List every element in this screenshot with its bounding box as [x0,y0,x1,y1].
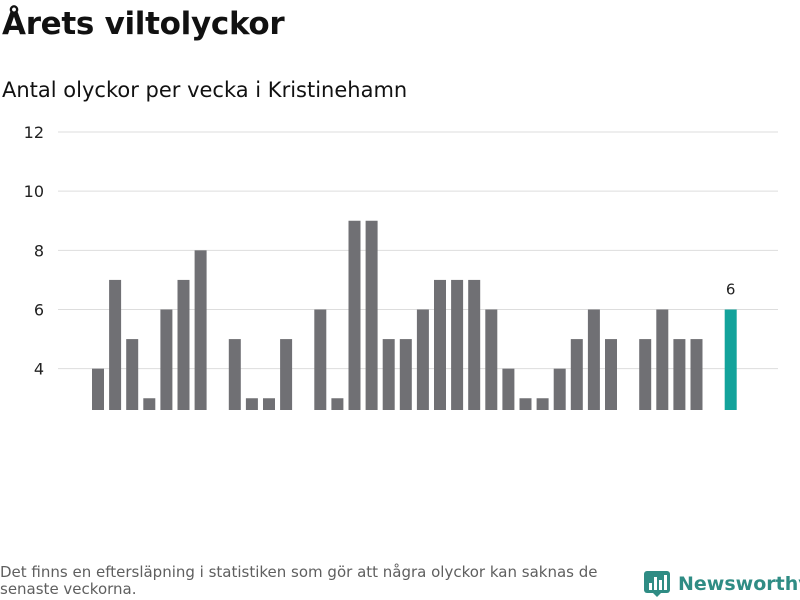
bar [348,220,361,410]
bar [263,398,275,410]
bar [673,339,686,410]
bar [587,309,600,410]
bar [126,339,139,410]
chart-subtitle: Antal olyckor per vecka i Kristinehamn [2,78,408,102]
bar [570,339,583,410]
bar [177,279,190,410]
bar [245,398,258,410]
bar [109,279,122,410]
y-tick-label: 8 [34,241,44,260]
bar [228,339,241,410]
bar-chart: 0246810126jan.feb.marsapr.majjunijuliaug… [24,123,778,410]
bar [451,279,464,410]
bar [382,339,395,410]
y-tick-label: 4 [34,360,44,379]
bar [314,309,327,410]
data-label: 6 [726,281,736,299]
bar [519,398,532,410]
bar [331,398,344,410]
chart-title: Årets viltolyckor [2,6,285,42]
bar [434,279,446,410]
y-tick-label: 12 [24,123,44,142]
bar [468,279,481,410]
y-tick-label: 10 [24,182,44,201]
brand-logo[interactable]: Newsworthy [644,568,800,600]
bar [502,368,515,410]
bar [656,309,669,410]
bar [365,220,378,410]
highlighted-bar [724,309,737,410]
footnote: Det finns en eftersläpning i statistiken… [0,563,598,598]
bar [92,368,104,410]
bar [416,309,429,410]
bar [553,368,566,410]
bar [399,339,412,410]
bar [690,339,703,410]
y-tick-label: 6 [34,301,44,320]
bar [280,339,293,410]
bar [639,339,652,410]
bar [485,309,498,410]
bar [605,339,617,410]
bar-chart-logo-icon [644,571,670,597]
brand-name: Newsworthy [678,573,800,595]
bar [194,250,207,410]
bar [143,398,156,410]
bar [160,309,173,410]
bar [536,398,549,410]
